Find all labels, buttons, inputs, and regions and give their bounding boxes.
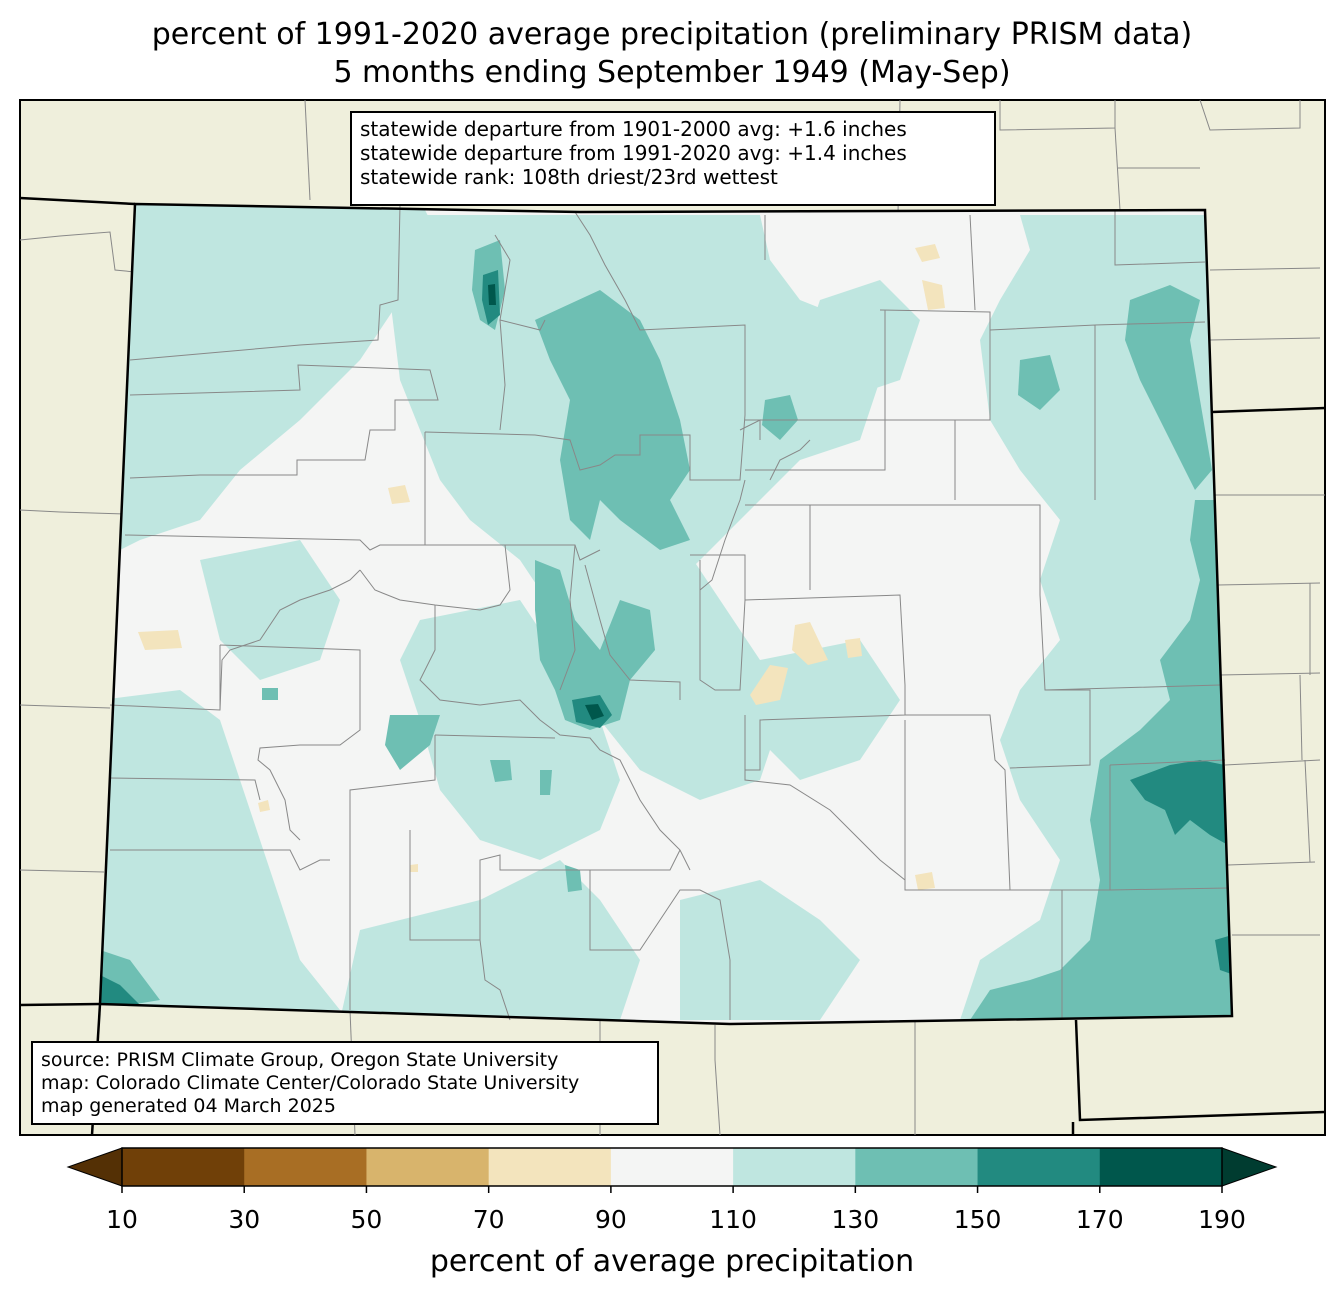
county-lines	[109, 204, 1229, 1021]
colorbar-bin-170-190	[1099, 1148, 1223, 1186]
colorbar-tick-label-30: 30	[228, 1205, 261, 1234]
colorbar-over-arrow	[1221, 1147, 1278, 1187]
stat-rank: statewide rank: 108th driest/23rd wettes…	[360, 165, 778, 189]
colorbar-bin-30-50	[244, 1148, 367, 1186]
map-title-line2: 5 months ending September 1949 (May-Sep)	[333, 55, 1011, 90]
statewide-stats-box: statewide departure from 1901-2000 avg: …	[350, 111, 996, 206]
colorbar-bin-130-150	[855, 1148, 979, 1186]
colorbar-tick-label-190: 190	[1198, 1205, 1246, 1234]
colorbar-bin-10-30	[122, 1148, 245, 1186]
colorbar-label: percent of average precipitation	[429, 1244, 915, 1279]
colorbar-tick-label-110: 110	[709, 1205, 757, 1234]
colorbar-bin-70-90	[488, 1148, 612, 1186]
credits-box: source: PRISM Climate Group, Oregon Stat…	[31, 1041, 659, 1125]
colorbar-ticks	[121, 1186, 1223, 1193]
colorbar-bin-90-110	[610, 1148, 734, 1186]
colorbar-under-arrow	[66, 1147, 123, 1187]
credit-generated: map generated 04 March 2025	[41, 1095, 336, 1117]
credit-map: map: Colorado Climate Center/Colorado St…	[41, 1072, 580, 1094]
map-title-line1: percent of 1991-2020 average precipitati…	[151, 17, 1193, 52]
neighbor-state-lines	[19, 99, 1325, 1136]
colorbar-outline	[121, 1147, 1223, 1187]
colorbar-tick-label-150: 150	[953, 1205, 1002, 1234]
colorbar-tick-label-170: 170	[1075, 1205, 1124, 1234]
stat-departure-1991-2020: statewide departure from 1991-2020 avg: …	[360, 141, 907, 165]
colorbar-bins	[122, 1148, 1223, 1186]
colorbar-tick-label-90: 90	[594, 1205, 627, 1234]
stat-departure-1901-2000: statewide departure from 1901-2000 avg: …	[360, 117, 907, 141]
credit-source: source: PRISM Climate Group, Oregon Stat…	[41, 1049, 559, 1071]
colorado-border	[98, 202, 1234, 1026]
colorbar-bin-150-170	[977, 1148, 1101, 1186]
colorbar-tick-label-10: 10	[106, 1205, 138, 1234]
colorbar-tick-label-70: 70	[472, 1205, 505, 1234]
colorbar-bin-50-70	[366, 1148, 490, 1186]
colorbar-tick-label-130: 130	[831, 1205, 880, 1234]
colorbar-tick-label-50: 50	[350, 1205, 383, 1234]
colorbar-bin-110-130	[733, 1148, 856, 1186]
